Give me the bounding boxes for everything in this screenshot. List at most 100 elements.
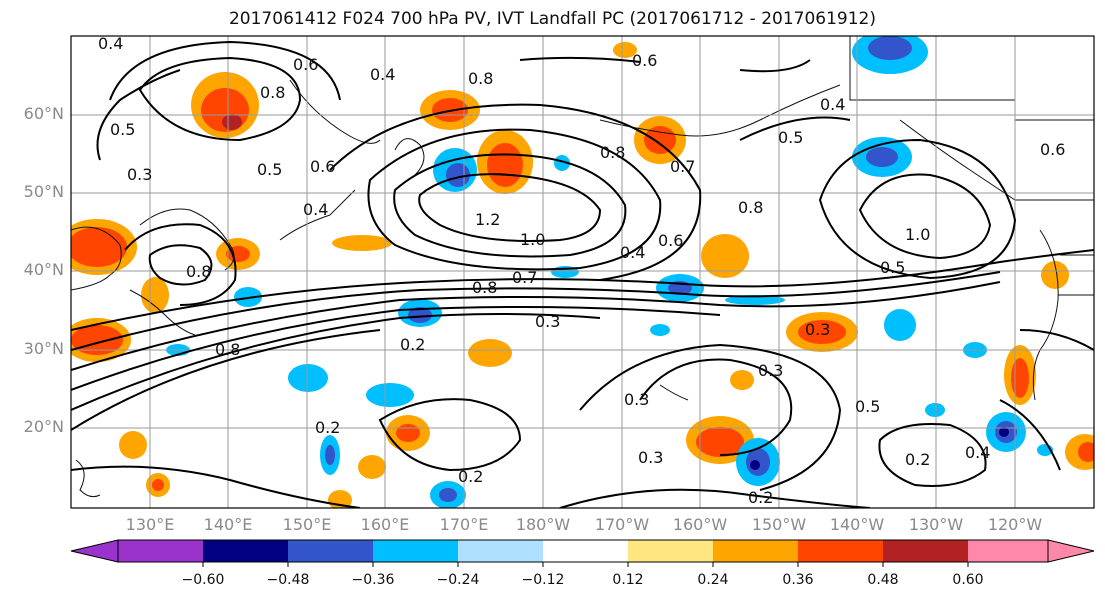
shade-neg-6 [736,438,780,486]
shade-pos-9 [332,235,392,251]
contour-label: 0.8 [600,143,625,162]
colorbar-min-extend [70,539,119,563]
colorbar-tick-label: −0.24 [436,572,480,588]
contour-label: 0.7 [512,268,537,287]
contour-label: 0.8 [186,262,211,281]
contour-label: 0.8 [472,278,497,297]
shade-neg-12 [884,309,916,341]
contour-label: 0.5 [778,128,803,147]
shade-neg-9 [430,481,466,508]
contour-label: 0.4 [98,34,123,53]
contour-label: 0.3 [127,165,152,184]
shade-pos-11 [786,312,858,352]
lat-label-40n: 40°N [23,260,64,279]
shade-pos-17 [146,473,170,497]
negative-anomaly-shading [166,36,1053,508]
lon-label: 160°E [360,515,410,534]
contour-label: 0.5 [110,120,135,139]
shade-pos-6 [71,318,131,362]
lat-label-60n: 60°N [23,104,64,123]
colorbar-tick-label: 0.48 [867,572,899,588]
shade-neg-13 [554,155,570,171]
lon-label: 140°W [829,515,885,534]
contour-label: 0.3 [805,320,830,339]
shade-pos-20 [1041,261,1069,289]
shade-pos-13 [386,415,430,451]
shade-pos-21 [730,370,754,390]
map-frame [70,35,1095,509]
shade-neg-19 [650,324,670,336]
lon-label: 150°W [751,515,807,534]
contour-label: 0.4 [303,200,328,219]
shade-pos-16 [119,431,147,459]
contour-label: 0.6 [310,157,335,176]
shade-neg-11 [288,364,328,392]
lat-label-50n: 50°N [23,182,64,201]
contour-label: 0.2 [315,418,340,437]
lon-label: 170°W [594,515,650,534]
lon-label: 180°W [515,515,571,534]
shade-neg-3 [433,148,477,192]
lon-label: 130°W [908,515,964,534]
shade-neg-8 [366,383,414,407]
contour-label: 0.2 [905,450,930,469]
shade-neg-20 [925,403,945,417]
contour-label: 0.6 [1040,140,1065,159]
contour-label: 0.7 [670,157,695,176]
shade-pos-3 [477,130,533,194]
map-panel: 0.4 0.6 0.8 0.5 0.3 0.5 0.4 0.8 0.6 0.4 … [71,34,1094,508]
lat-label-20n: 20°N [23,417,64,436]
shade-pos-15 [1004,345,1036,405]
gridlines [71,36,1094,508]
shade-neg-10 [320,435,340,475]
contour-label: 1.0 [905,225,930,244]
shade-pos-8 [141,277,169,313]
shade-pos-12 [468,339,512,367]
positive-anomaly-shading [71,42,1094,508]
colorbar-tick-label: −0.60 [181,572,225,588]
contour-label: 1.0 [520,230,545,249]
colorbar-tick-label: 0.36 [782,572,814,588]
lon-label: 140°E [203,515,253,534]
contour-label: 1.2 [475,210,500,229]
contour-label: 0.6 [658,231,683,250]
lon-label: 150°E [282,515,332,534]
colorbar-tick-label: −0.48 [266,572,310,588]
shade-pos-18 [358,455,386,479]
lon-label: 120°W [987,515,1043,534]
contour-label: 0.8 [215,340,240,359]
contour-label: 0.4 [820,95,845,114]
shade-neg-4 [398,299,442,327]
contour-label: 0.2 [748,488,773,507]
contour-label: 0.3 [758,361,783,380]
lon-label: 130°E [125,515,175,534]
contour-label: 0.6 [632,51,657,70]
map-title: 2017061412 F024 700 hPa PV, IVT Landfall… [228,9,876,29]
contour-label: 0.4 [620,243,645,262]
shade-neg-2 [852,137,912,177]
contour-label: 0.4 [370,65,395,84]
colorbar-tick-label: −0.12 [521,572,565,588]
contour-labels: 0.4 0.6 0.8 0.5 0.3 0.5 0.4 0.8 0.6 0.4 … [98,34,1065,507]
shade-pos-5 [71,219,137,275]
contour-label: 0.8 [260,83,285,102]
shade-neg-16 [725,295,785,305]
contour-label: 0.3 [535,312,560,331]
contour-label: 0.8 [468,69,493,88]
contour-label: 0.8 [738,198,763,217]
contour-label: 0.3 [624,390,649,409]
colorbar [70,539,1095,567]
contour-label: 0.5 [257,160,282,179]
colorbar-tick-label: 0.60 [952,572,984,588]
lon-label: 170°E [439,515,489,534]
contour-label: 0.5 [855,397,880,416]
colorbar-max-extend [1047,539,1095,563]
lon-label: 160°W [672,515,728,534]
pv-contours [71,40,1094,508]
contour-label: 0.2 [458,467,483,486]
shade-neg-5 [656,274,704,302]
shade-pos-7 [216,238,260,270]
shade-pos-19 [1065,434,1094,470]
colorbar-tick-label: −0.36 [351,572,395,588]
